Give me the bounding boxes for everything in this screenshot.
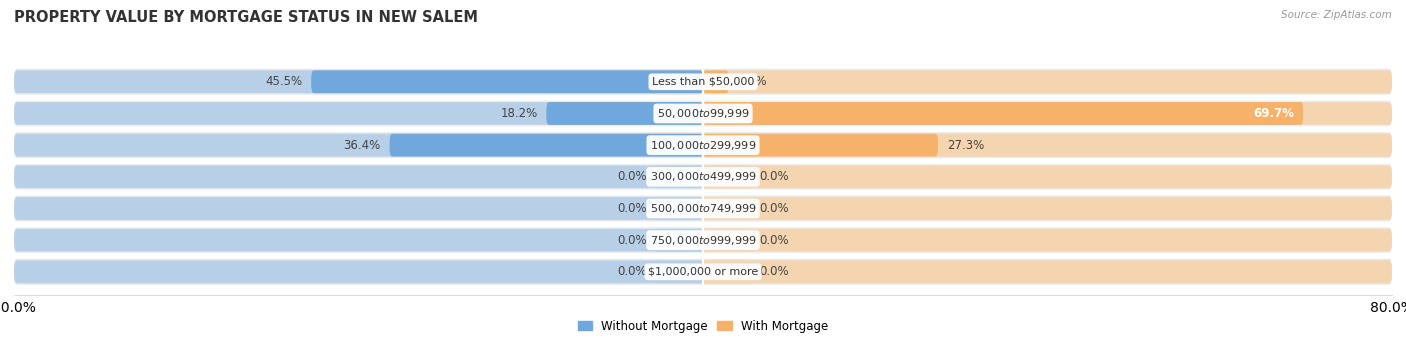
FancyBboxPatch shape	[655, 229, 703, 252]
Text: 0.0%: 0.0%	[759, 265, 789, 278]
FancyBboxPatch shape	[703, 134, 1392, 156]
FancyBboxPatch shape	[14, 101, 1392, 126]
Text: $500,000 to $749,999: $500,000 to $749,999	[650, 202, 756, 215]
Text: 18.2%: 18.2%	[501, 107, 537, 120]
FancyBboxPatch shape	[703, 134, 938, 156]
FancyBboxPatch shape	[14, 229, 703, 252]
Text: $50,000 to $99,999: $50,000 to $99,999	[657, 107, 749, 120]
FancyBboxPatch shape	[655, 165, 703, 188]
Text: $750,000 to $999,999: $750,000 to $999,999	[650, 234, 756, 246]
Text: 0.0%: 0.0%	[759, 170, 789, 183]
Text: 0.0%: 0.0%	[617, 202, 647, 215]
FancyBboxPatch shape	[703, 260, 751, 283]
Text: 0.0%: 0.0%	[617, 170, 647, 183]
FancyBboxPatch shape	[703, 229, 751, 252]
FancyBboxPatch shape	[14, 165, 703, 188]
FancyBboxPatch shape	[703, 70, 1392, 93]
Text: 0.0%: 0.0%	[617, 265, 647, 278]
FancyBboxPatch shape	[703, 229, 1392, 252]
FancyBboxPatch shape	[14, 134, 703, 156]
Text: Source: ZipAtlas.com: Source: ZipAtlas.com	[1281, 10, 1392, 20]
FancyBboxPatch shape	[655, 260, 703, 283]
Text: 45.5%: 45.5%	[266, 75, 302, 88]
FancyBboxPatch shape	[703, 165, 751, 188]
Text: 0.0%: 0.0%	[759, 202, 789, 215]
FancyBboxPatch shape	[14, 102, 703, 125]
Text: Less than $50,000: Less than $50,000	[652, 77, 754, 87]
Text: $100,000 to $299,999: $100,000 to $299,999	[650, 139, 756, 152]
Text: 69.7%: 69.7%	[1254, 107, 1295, 120]
FancyBboxPatch shape	[547, 102, 703, 125]
Text: $300,000 to $499,999: $300,000 to $499,999	[650, 170, 756, 183]
FancyBboxPatch shape	[703, 70, 728, 93]
Text: 36.4%: 36.4%	[343, 139, 381, 152]
FancyBboxPatch shape	[14, 69, 1392, 95]
FancyBboxPatch shape	[311, 70, 703, 93]
FancyBboxPatch shape	[14, 259, 1392, 285]
Text: 0.0%: 0.0%	[617, 234, 647, 246]
FancyBboxPatch shape	[14, 132, 1392, 158]
Text: 3.0%: 3.0%	[738, 75, 768, 88]
FancyBboxPatch shape	[14, 195, 1392, 221]
FancyBboxPatch shape	[389, 134, 703, 156]
FancyBboxPatch shape	[703, 197, 1392, 220]
FancyBboxPatch shape	[14, 197, 703, 220]
FancyBboxPatch shape	[14, 227, 1392, 253]
Legend: Without Mortgage, With Mortgage: Without Mortgage, With Mortgage	[574, 315, 832, 337]
FancyBboxPatch shape	[703, 102, 1303, 125]
FancyBboxPatch shape	[655, 197, 703, 220]
Text: $1,000,000 or more: $1,000,000 or more	[648, 267, 758, 277]
FancyBboxPatch shape	[703, 102, 1392, 125]
Text: 27.3%: 27.3%	[946, 139, 984, 152]
Text: 0.0%: 0.0%	[759, 234, 789, 246]
FancyBboxPatch shape	[703, 165, 1392, 188]
FancyBboxPatch shape	[703, 260, 1392, 283]
Text: PROPERTY VALUE BY MORTGAGE STATUS IN NEW SALEM: PROPERTY VALUE BY MORTGAGE STATUS IN NEW…	[14, 10, 478, 25]
FancyBboxPatch shape	[14, 164, 1392, 190]
FancyBboxPatch shape	[703, 197, 751, 220]
FancyBboxPatch shape	[14, 260, 703, 283]
FancyBboxPatch shape	[14, 70, 703, 93]
